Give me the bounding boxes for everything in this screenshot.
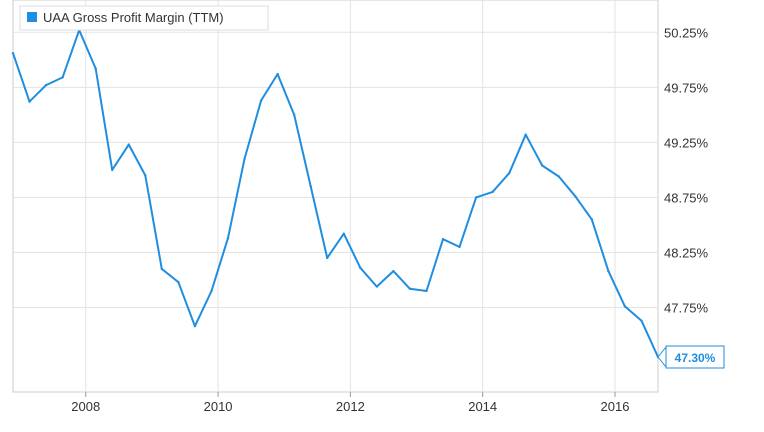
data-point (392, 269, 395, 273)
x-tick-label: 2016 (601, 399, 630, 414)
last-value-pointer (657, 345, 667, 369)
data-point (342, 232, 345, 235)
y-tick-label: 48.75% (664, 190, 709, 205)
data-point (425, 289, 428, 293)
data-point (276, 72, 279, 76)
data-point (210, 289, 213, 293)
data-point (177, 280, 180, 284)
data-point (375, 285, 379, 288)
last-value-label: 47.30% (657, 345, 725, 369)
data-point (61, 76, 64, 79)
plot-border (12, 0, 659, 393)
data-point (292, 113, 296, 117)
last-value-text: 47.30% (675, 351, 716, 365)
data-point (441, 238, 445, 241)
data-point (28, 100, 31, 103)
x-tick-label: 2012 (336, 399, 365, 414)
data-point (623, 305, 627, 308)
last-value-box (665, 345, 725, 369)
data-point (127, 143, 130, 146)
data-point (507, 171, 511, 175)
data-point (458, 245, 461, 249)
data-point (326, 256, 329, 260)
series-line (12, 29, 659, 358)
data-point (94, 67, 97, 70)
y-tick-label: 47.75% (664, 300, 709, 315)
data-point (111, 168, 114, 172)
data-point (309, 185, 312, 188)
legend-swatch (27, 12, 37, 22)
x-tick-label: 2014 (468, 399, 497, 414)
data-point (607, 269, 610, 273)
data-point (408, 287, 412, 290)
data-point (11, 52, 15, 55)
data-point (226, 236, 230, 240)
data-point (160, 267, 164, 271)
data-point (541, 164, 544, 167)
y-tick-label: 49.25% (664, 135, 709, 150)
legend: UAA Gross Profit Margin (TTM) (19, 5, 269, 31)
legend-label: UAA Gross Profit Margin (TTM) (43, 10, 224, 25)
data-point (474, 196, 478, 199)
x-tick-label: 2008 (71, 399, 100, 414)
legend-box (19, 5, 269, 31)
x-tick-label: 2010 (204, 399, 233, 414)
data-point (491, 190, 494, 194)
series-layer (11, 28, 660, 359)
data-point (524, 133, 527, 136)
data-point (590, 218, 594, 221)
data-point (557, 175, 560, 178)
grid-layer (12, 0, 659, 393)
data-point (640, 319, 643, 322)
data-point (193, 324, 197, 328)
data-point (359, 266, 362, 270)
axis-layer: 50.25% 49.75% 49.25% 48.75% 48.25% 47.75% 2008… (71, 25, 708, 414)
data-point (259, 99, 263, 102)
data-point (574, 195, 577, 198)
data-point (144, 174, 147, 177)
data-point (243, 157, 246, 161)
y-tick-label: 48.25% (664, 245, 709, 260)
y-tick-label: 49.75% (664, 80, 709, 95)
data-point (44, 83, 48, 87)
y-tick-label: 50.25% (664, 25, 709, 40)
